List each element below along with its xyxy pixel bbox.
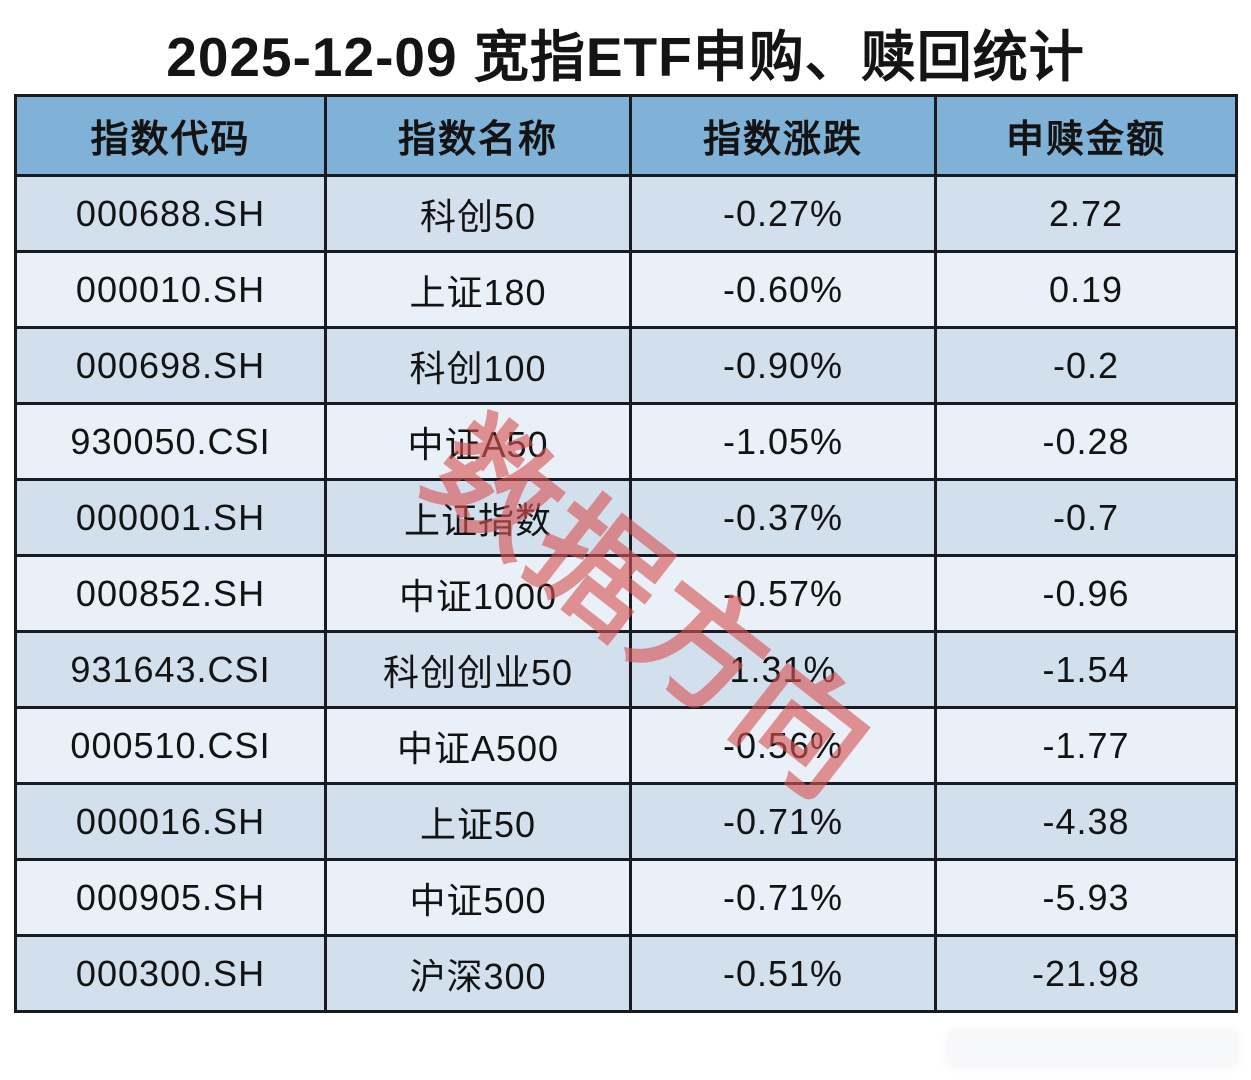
cell-index-name: 中证500 [324, 858, 632, 937]
cell-index-code: 000016.SH [14, 782, 327, 861]
cell-index-name: 中证1000 [324, 554, 632, 633]
page-title: 2025-12-09 宽指ETF申购、赎回统计 [166, 26, 1085, 88]
cell-index-name: 科创创业50 [324, 630, 632, 709]
cell-index-name: 上证指数 [324, 478, 632, 557]
table-row: 000688.SH 科创50 -0.27% 2.72 [14, 174, 1238, 253]
cell-amount: -5.93 [934, 858, 1238, 937]
header-index-change: 指数涨跌 [629, 94, 937, 177]
cell-index-code: 931643.CSI [14, 630, 327, 709]
cell-amount: -1.54 [934, 630, 1238, 709]
cell-index-code: 930050.CSI [14, 402, 327, 481]
table-row: 931643.CSI 科创创业50 1.31% -1.54 [14, 630, 1238, 709]
cell-amount: 2.72 [934, 174, 1238, 253]
cell-index-code: 000852.SH [14, 554, 327, 633]
cell-index-change: 1.31% [629, 630, 937, 709]
faint-watermark [945, 1028, 1240, 1070]
table-row: 000698.SH 科创100 -0.90% -0.2 [14, 326, 1238, 405]
cell-index-code: 000510.CSI [14, 706, 327, 785]
cell-index-change: -1.05% [629, 402, 937, 481]
table-row: 000016.SH 上证50 -0.71% -4.38 [14, 782, 1238, 861]
table-row: 000905.SH 中证500 -0.71% -5.93 [14, 858, 1238, 937]
cell-amount: -0.7 [934, 478, 1238, 557]
cell-amount: 0.19 [934, 250, 1238, 329]
cell-index-name: 沪深300 [324, 934, 632, 1013]
etf-table: 指数代码 指数名称 指数涨跌 申赎金额 000688.SH 科创50 -0.27… [14, 94, 1238, 1013]
cell-amount: -0.2 [934, 326, 1238, 405]
table-row: 930050.CSI 中证A50 -1.05% -0.28 [14, 402, 1238, 481]
cell-index-change: -0.90% [629, 326, 937, 405]
cell-index-change: -0.56% [629, 706, 937, 785]
cell-amount: -21.98 [934, 934, 1238, 1013]
cell-index-change: -0.37% [629, 478, 937, 557]
table-row: 000852.SH 中证1000 -0.57% -0.96 [14, 554, 1238, 633]
cell-index-name: 科创100 [324, 326, 632, 405]
cell-index-change: -0.57% [629, 554, 937, 633]
cell-index-name: 上证50 [324, 782, 632, 861]
header-index-code: 指数代码 [14, 94, 327, 177]
table-row: 000001.SH 上证指数 -0.37% -0.7 [14, 478, 1238, 557]
header-index-name: 指数名称 [324, 94, 632, 177]
cell-index-change: -0.51% [629, 934, 937, 1013]
cell-index-change: -0.71% [629, 782, 937, 861]
cell-index-code: 000698.SH [14, 326, 327, 405]
cell-index-name: 中证A500 [324, 706, 632, 785]
header-amount: 申赎金额 [934, 94, 1238, 177]
table-header-row: 指数代码 指数名称 指数涨跌 申赎金额 [14, 94, 1238, 177]
cell-index-code: 000905.SH [14, 858, 327, 937]
cell-index-name: 中证A50 [324, 402, 632, 481]
cell-index-code: 000001.SH [14, 478, 327, 557]
cell-index-code: 000688.SH [14, 174, 327, 253]
table-row: 000010.SH 上证180 -0.60% 0.19 [14, 250, 1238, 329]
cell-index-name: 上证180 [324, 250, 632, 329]
cell-index-code: 000300.SH [14, 934, 327, 1013]
table-row: 000510.CSI 中证A500 -0.56% -1.77 [14, 706, 1238, 785]
cell-index-change: -0.60% [629, 250, 937, 329]
cell-index-change: -0.71% [629, 858, 937, 937]
table-row: 000300.SH 沪深300 -0.51% -21.98 [14, 934, 1238, 1013]
cell-amount: -1.77 [934, 706, 1238, 785]
cell-index-name: 科创50 [324, 174, 632, 253]
cell-amount: -0.96 [934, 554, 1238, 633]
cell-index-change: -0.27% [629, 174, 937, 253]
cell-amount: -4.38 [934, 782, 1238, 861]
cell-index-code: 000010.SH [14, 250, 327, 329]
cell-amount: -0.28 [934, 402, 1238, 481]
